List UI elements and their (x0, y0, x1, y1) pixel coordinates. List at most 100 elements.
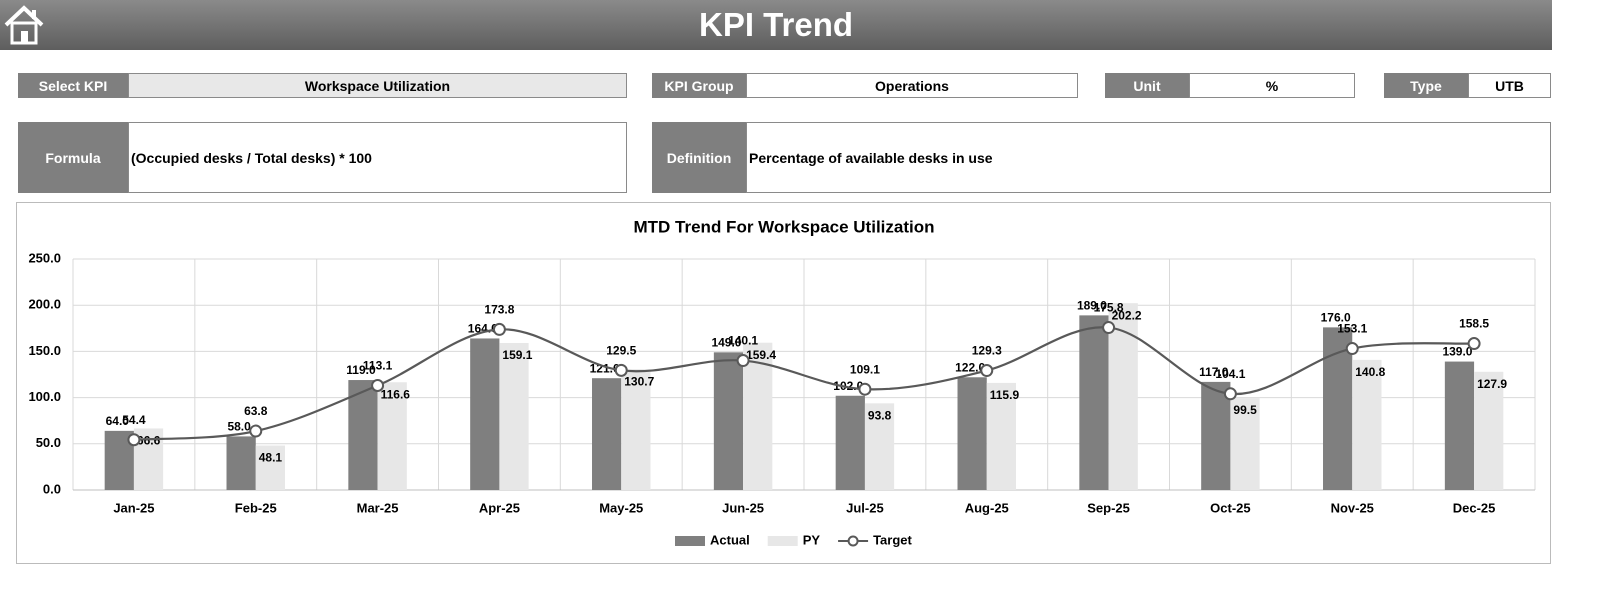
data-label: 158.5 (1459, 317, 1489, 331)
home-icon[interactable] (2, 3, 48, 49)
field-label: Formula (18, 122, 128, 193)
bar (1079, 315, 1109, 490)
data-label: 175.8 (1094, 301, 1124, 315)
marker (371, 378, 385, 392)
x-tick-label: Jul-25 (846, 500, 884, 515)
bar (1201, 381, 1231, 490)
legend-label: PY (803, 532, 821, 547)
bar (835, 395, 865, 490)
chart-title: MTD Trend For Workspace Utilization (634, 217, 935, 236)
data-label: 116.6 (381, 387, 411, 401)
x-tick-label: Aug-25 (965, 500, 1009, 515)
legend-marker (847, 535, 859, 547)
legend-label: Actual (710, 532, 750, 547)
legend-label: Target (873, 532, 912, 547)
line (133, 326, 1475, 441)
data-label: 122.0 (955, 360, 985, 374)
bar (255, 445, 285, 490)
kpi-select[interactable]: Workspace Utilization (128, 73, 627, 98)
field-value: Percentage of available desks in use (746, 122, 1551, 193)
marker (614, 363, 628, 377)
chart-panel (16, 202, 1551, 564)
x-tick-label: Oct-25 (1210, 500, 1250, 515)
page-title: KPI Trend (698, 6, 854, 43)
field-label: Definition (652, 122, 746, 193)
data-label: 64.0 (106, 414, 130, 428)
y-tick-label: 200.0 (28, 297, 61, 312)
bar (957, 377, 987, 490)
marker (1223, 387, 1237, 401)
data-label: 164.0 (468, 322, 498, 336)
marker (249, 424, 263, 438)
field-label: KPI Group (652, 73, 746, 98)
y-tick-label: 150.0 (28, 343, 61, 358)
data-label: 115.9 (990, 388, 1020, 402)
bar (743, 342, 773, 490)
x-tick-label: Nov-25 (1331, 500, 1374, 515)
bar (226, 436, 256, 490)
data-label: 153.1 (1337, 322, 1367, 336)
marker (980, 364, 994, 378)
bar (592, 378, 622, 490)
x-tick-label: Mar-25 (357, 500, 399, 515)
x-tick-label: Feb-25 (235, 500, 277, 515)
marker (1345, 342, 1359, 356)
bar (470, 338, 500, 490)
x-tick-label: Jun-25 (722, 500, 764, 515)
bar (1474, 371, 1504, 490)
field-value: Operations (746, 73, 1078, 98)
marker (858, 382, 872, 396)
data-label: 129.3 (972, 344, 1002, 358)
bar (1230, 398, 1260, 490)
marker (1102, 321, 1116, 335)
y-tick-label: 0.0 (43, 481, 61, 496)
data-label: 54.4 (122, 413, 146, 427)
bar (1323, 327, 1353, 490)
data-label: 129.5 (606, 344, 636, 358)
x-tick-label: May-25 (599, 500, 643, 515)
field-value: UTB (1468, 73, 1551, 98)
bar (377, 382, 407, 490)
marker (127, 433, 141, 447)
data-label: 109.1 (850, 362, 880, 376)
x-tick-label: Apr-25 (479, 500, 520, 515)
data-label: 119.0 (346, 363, 376, 377)
data-label: 139.0 (1442, 345, 1472, 359)
field-label: Unit (1105, 73, 1189, 98)
data-label: 140.8 (1355, 365, 1385, 379)
data-label: 159.4 (746, 348, 776, 362)
data-label: 176.0 (1321, 311, 1351, 325)
data-label: 113.1 (363, 359, 393, 373)
data-label: 127.9 (1477, 377, 1507, 391)
x-tick-label: Sep-25 (1087, 500, 1130, 515)
data-label: 93.8 (868, 409, 892, 423)
bar (1444, 361, 1475, 490)
field-label: Type (1384, 73, 1468, 98)
field-value: (Occupied desks / Total desks) * 100 (128, 122, 627, 193)
header: KPI Trend (0, 0, 1552, 50)
data-label: 63.8 (244, 404, 268, 418)
x-tick-label: Jan-25 (113, 500, 154, 515)
data-label: 189.0 (1077, 299, 1107, 313)
data-label: 48.1 (259, 451, 283, 465)
data-label: 104.1 (1215, 367, 1245, 381)
y-tick-label: 250.0 (28, 250, 61, 265)
data-label: 117.0 (1199, 365, 1229, 379)
data-label: 66.6 (137, 434, 161, 448)
field-value: % (1189, 73, 1355, 98)
y-tick-label: 50.0 (36, 435, 61, 450)
data-label: 202.2 (1112, 308, 1142, 322)
bar (499, 342, 529, 490)
bar (713, 352, 744, 490)
bar (986, 382, 1016, 490)
data-label: 140.1 (728, 334, 758, 348)
bar (1108, 303, 1138, 490)
data-label: 149.0 (711, 335, 741, 349)
bar (348, 380, 378, 490)
data-label: 99.5 (1233, 403, 1257, 417)
bar (1352, 359, 1382, 490)
bar (864, 403, 895, 490)
marker (1467, 337, 1481, 351)
data-label: 130.7 (624, 374, 654, 388)
